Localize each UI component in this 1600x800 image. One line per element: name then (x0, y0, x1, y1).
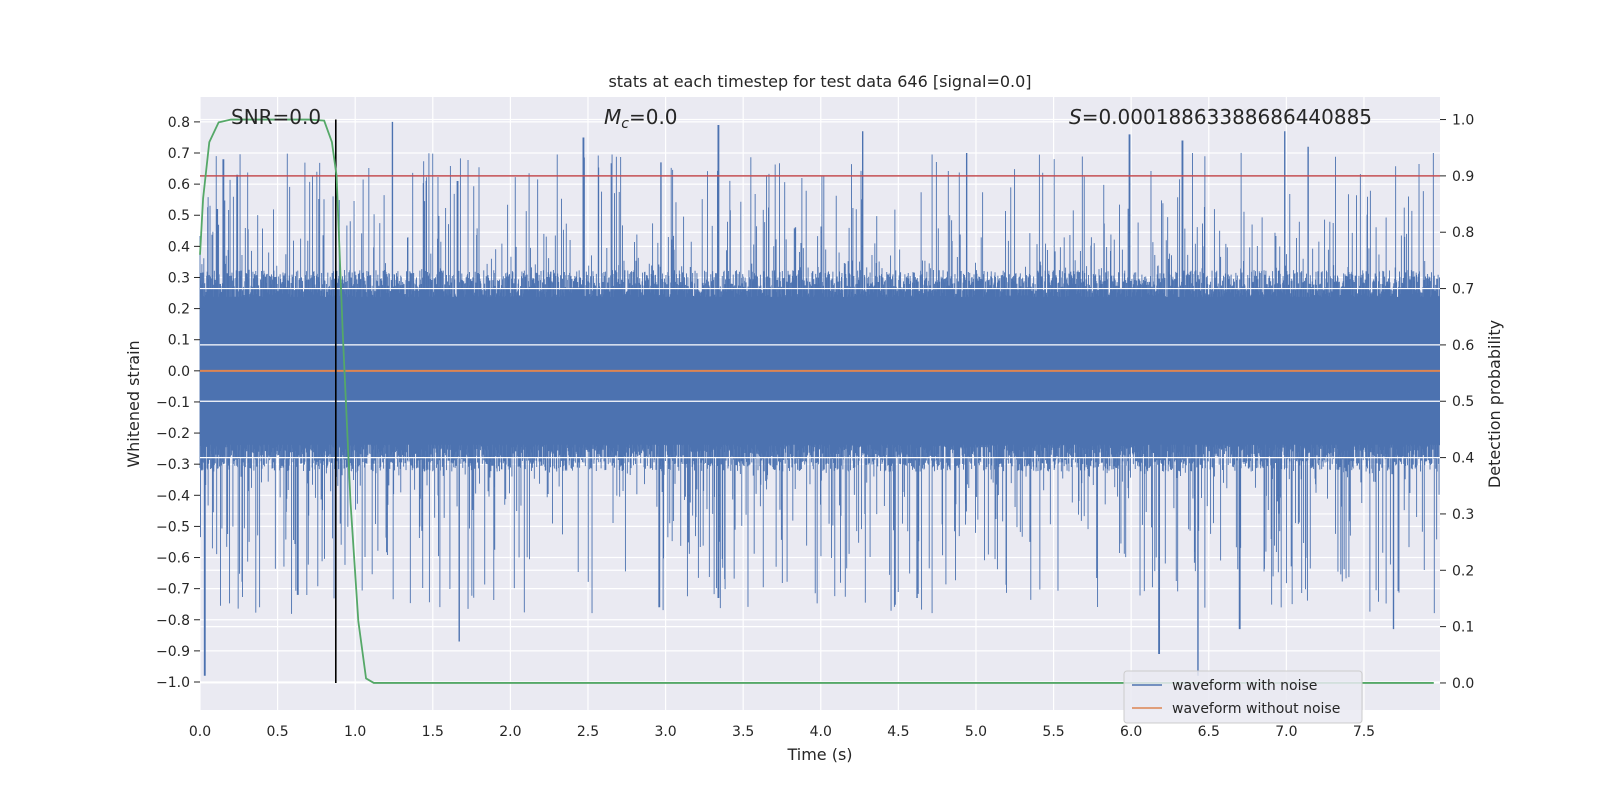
x-tick-label-9: 4.5 (887, 724, 909, 740)
x-tick-label-4: 2.0 (499, 724, 521, 740)
x-tick-label-12: 6.0 (1120, 724, 1142, 740)
legend-label-with-noise: waveform with noise (1172, 678, 1317, 694)
chart-title: stats at each timestep for test data 646… (608, 72, 1031, 91)
y-tick-label-4: 0.4 (168, 239, 190, 255)
x-tick-label-10: 5.0 (965, 724, 987, 740)
y-tick-label-5: 0.3 (168, 270, 190, 286)
y-tick-label-15: −0.7 (156, 582, 190, 598)
x-tick-label-11: 5.5 (1042, 724, 1064, 740)
y2-tick-label-4: 0.6 (1452, 338, 1474, 354)
y2-tick-label-9: 0.1 (1452, 620, 1474, 636)
y-tick-label-7: 0.1 (168, 333, 190, 349)
chirp-mass-subscript: c (621, 116, 629, 132)
y-tick-label-1: 0.7 (168, 146, 190, 162)
y2-tick-label-10: 0.0 (1452, 676, 1474, 692)
y-tick-label-9: −0.1 (156, 395, 190, 411)
s-statistic-annotation: S=0.00018863388686440885 (1069, 105, 1372, 129)
y-tick-label-10: −0.2 (156, 426, 190, 442)
x-tick-label-14: 7.0 (1275, 724, 1297, 740)
x-tick-label-2: 1.0 (344, 724, 366, 740)
legend-label-without-noise: waveform without noise (1172, 701, 1340, 717)
y-axis-label: Whitened strain (124, 340, 143, 467)
detection-probability-line (199, 118, 1434, 684)
series-detection-probability (199, 118, 1434, 684)
y-tick-label-0: 0.8 (168, 115, 190, 131)
x-tick-label-3: 1.5 (422, 724, 444, 740)
x-axis-label: Time (s) (786, 745, 852, 764)
x-tick-label-5: 2.5 (577, 724, 599, 740)
y2-tick-label-8: 0.2 (1452, 563, 1474, 579)
y-tick-label-18: −1.0 (156, 675, 190, 691)
x-tick-label-1: 0.5 (266, 724, 288, 740)
y2-tick-label-5: 0.5 (1452, 394, 1474, 410)
x-axis-ticks: 0.0 0.5 1.0 1.5 2.0 2.5 3.0 3.5 4.0 4.5 5.0 5.5 6.0 6… (189, 724, 1375, 740)
chirp-mass-value: =0.0 (629, 105, 678, 129)
x-tick-label-0: 0.0 (189, 724, 211, 740)
y-tick-label-13: −0.5 (156, 519, 190, 535)
y-axis-ticks: 0.8 0.7 0.6 0.5 0.4 0.3 0.2 0.1 0.0 −0.1 −0.2 −0.3 −… (156, 115, 200, 691)
y-tick-label-2: 0.6 (168, 177, 190, 193)
y-tick-label-6: 0.2 (168, 302, 190, 318)
chirp-mass-annotation: Mc=0.0 (604, 105, 678, 132)
s-statistic-symbol: S (1069, 105, 1082, 129)
x-tick-label-7: 3.5 (732, 724, 754, 740)
y2-tick-label-6: 0.4 (1452, 451, 1474, 467)
y2-tick-label-0: 1.0 (1452, 113, 1474, 129)
y2-tick-label-3: 0.7 (1452, 282, 1474, 298)
y-tick-label-11: −0.3 (156, 457, 190, 473)
x-tick-label-8: 4.0 (810, 724, 832, 740)
chirp-mass-symbol: M (604, 105, 621, 129)
y-tick-label-8: 0.0 (168, 364, 190, 380)
x-tick-label-15: 7.5 (1353, 724, 1375, 740)
y2-axis-ticks: 1.0 0.9 0.8 0.7 0.6 0.5 0.4 0.3 0.2 0.1 0.0 (1440, 113, 1474, 692)
x-tick-label-6: 3.0 (654, 724, 676, 740)
y-tick-label-12: −0.4 (156, 488, 190, 504)
x-tick-label-13: 6.5 (1198, 724, 1220, 740)
y-tick-label-14: −0.6 (156, 551, 190, 567)
y2-axis-label: Detection probability (1485, 320, 1504, 488)
y-tick-label-16: −0.8 (156, 613, 190, 629)
legend: waveform with noise waveform without noi… (1123, 670, 1363, 724)
y2-tick-label-7: 0.3 (1452, 507, 1474, 523)
legend-box (1123, 670, 1363, 724)
snr-annotation: SNR=0.0 (231, 105, 321, 129)
y-tick-label-17: −0.9 (156, 644, 190, 660)
s-statistic-value: =0.00018863388686440885 (1082, 105, 1372, 129)
y2-tick-label-1: 0.9 (1452, 169, 1474, 185)
y2-tick-label-2: 0.8 (1452, 225, 1474, 241)
y-tick-label-3: 0.5 (168, 208, 190, 224)
